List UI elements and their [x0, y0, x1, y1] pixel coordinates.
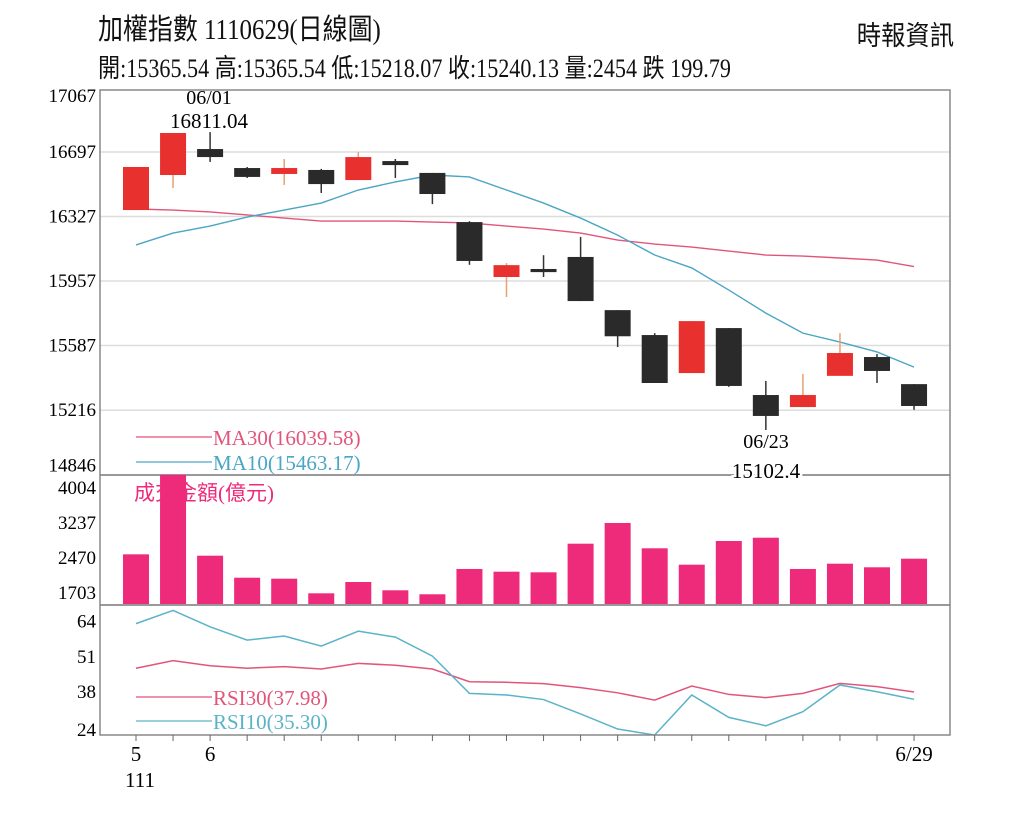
price-tick-label: 14846 [49, 456, 97, 477]
volume-bar [530, 572, 557, 605]
price-tick-label: 15957 [49, 271, 97, 292]
candle-up [160, 132, 187, 176]
candle-down [530, 268, 557, 273]
legend-label: RSI30(37.98) [213, 686, 328, 710]
rsi-tick-label: 24 [77, 720, 97, 741]
candle-down [234, 168, 261, 177]
candle-up [826, 353, 853, 376]
volume-bar [308, 593, 335, 605]
volume-bar [641, 548, 668, 605]
volume-bar [123, 554, 149, 605]
candle-down [419, 172, 446, 195]
candle-down [752, 395, 779, 416]
volume-bar [604, 523, 631, 605]
candle-down [901, 384, 928, 406]
candle-down [308, 169, 335, 185]
rsi30-line [135, 659, 915, 701]
ma10-line [135, 174, 915, 368]
annotation-low-value: 15102.4 [732, 459, 801, 483]
candle-down [382, 161, 409, 166]
volume-bar [752, 537, 779, 605]
x-tick-label: 6/29 [895, 742, 932, 766]
annotation-low-date: 06/23 [743, 431, 789, 453]
x-tick-label: 6 [205, 742, 216, 766]
candle-up [123, 166, 149, 211]
volume-tick-label: 2470 [58, 548, 96, 569]
x-tick-label: 5 [131, 742, 142, 766]
rsi-tick-label: 38 [77, 682, 96, 703]
volume-bar [678, 564, 705, 605]
volume-bar [197, 555, 224, 605]
volume-bar [419, 594, 446, 605]
rsi-tick-label: 64 [77, 612, 97, 633]
annotation-high-value: 16811.04 [170, 109, 248, 133]
ohlc-summary: 開:15365.54 高:15365.54 低:15218.07 收:15240… [98, 54, 731, 83]
candle-down [715, 328, 742, 386]
volume-bar [345, 581, 372, 605]
volume-bar [493, 571, 520, 605]
volume-bar [234, 577, 261, 605]
candle-up [789, 395, 816, 408]
price-tick-label: 16327 [49, 207, 97, 228]
volume-bar [271, 578, 298, 605]
legend-label: MA10(15463.17) [213, 451, 361, 475]
candle-down [197, 149, 224, 158]
legend-label: RSI10(35.30) [213, 710, 328, 734]
volume-bar [715, 540, 742, 605]
candle-down [641, 335, 668, 383]
price-tick-label: 15216 [49, 400, 97, 421]
legend-label: MA30(16039.58) [213, 426, 361, 450]
volume-tick-label: 4004 [58, 478, 97, 499]
price-tick-label: 17067 [49, 86, 97, 107]
candle-down [456, 222, 483, 261]
candle-down [567, 256, 594, 302]
candle-up [493, 265, 520, 277]
volume-bar [382, 590, 409, 605]
volume-bar [901, 558, 928, 605]
volume-bar [160, 474, 187, 605]
chart-title: 加權指數 1110629(日線圖) [98, 14, 381, 46]
candle-up [271, 168, 298, 174]
volume-title: 成交金額(億元) [134, 481, 274, 505]
volume-bar [864, 567, 890, 605]
price-tick-label: 15587 [49, 336, 97, 357]
rsi-tick-label: 51 [77, 647, 96, 668]
source-label: 時報資訊 [856, 21, 954, 51]
candle-up [345, 157, 372, 181]
ma30-line [135, 208, 915, 268]
candle-down [604, 310, 631, 337]
candle-down [864, 357, 890, 371]
rsi10-line [135, 609, 915, 736]
annotation-high-date: 06/01 [186, 87, 232, 109]
volume-tick-label: 3237 [58, 513, 96, 534]
volume-bar [789, 568, 816, 605]
volume-bar [567, 543, 594, 605]
volume-tick-label: 1703 [58, 583, 96, 604]
candle-up [678, 321, 705, 374]
x-tick-year-label: 111 [125, 768, 155, 792]
volume-bar [456, 568, 483, 605]
price-tick-label: 16697 [49, 142, 97, 163]
chart-frame [99, 89, 951, 736]
volume-bar [826, 563, 853, 605]
